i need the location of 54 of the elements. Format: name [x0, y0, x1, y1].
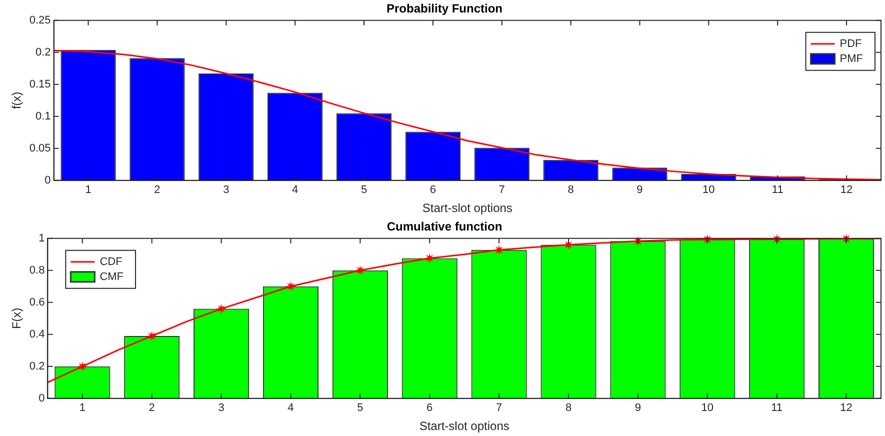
- y-tick-label: 0.15: [29, 78, 51, 90]
- y-tick-label: 0.2: [36, 46, 51, 58]
- point: [216, 304, 226, 314]
- x-tick-label: 6: [426, 402, 433, 414]
- x-tick-label: 8: [565, 402, 572, 414]
- point: [355, 265, 366, 276]
- x-tick-label: 10: [702, 184, 715, 196]
- x-tick-label: 2: [148, 402, 155, 414]
- y-axis-title: f(x): [10, 92, 24, 110]
- chart-title: Cumulative function: [386, 220, 502, 234]
- y-tick-label: 0: [44, 174, 51, 186]
- y-tick-label: 0.25: [29, 14, 51, 26]
- x-tick-label: 11: [772, 184, 784, 196]
- y-tick-label: 0.05: [29, 142, 51, 154]
- x-tick-label: 12: [840, 184, 853, 196]
- x-tick-label: 8: [568, 184, 574, 196]
- x-tick-label: 9: [636, 184, 643, 196]
- x-tick-label: 3: [223, 184, 230, 196]
- point: [564, 240, 574, 250]
- point: [424, 253, 435, 264]
- y-tick-label: 0: [38, 392, 45, 404]
- legend-label: PDF: [840, 38, 862, 50]
- y-tick-label: 0.6: [29, 296, 45, 308]
- x-tick-label: 4: [292, 184, 298, 196]
- point: [286, 281, 296, 292]
- x-tick-label: 1: [85, 184, 92, 196]
- legend-label: CMF: [100, 270, 124, 283]
- x-tick-label: 5: [357, 402, 364, 414]
- point: [146, 331, 157, 341]
- y-tick-label: 0.4: [29, 328, 45, 340]
- chart-title: Probability Function: [386, 2, 502, 16]
- x-tick-label: 10: [701, 402, 714, 414]
- x-axis-title: Start-slot options: [419, 419, 510, 434]
- x-tick-label: 4: [288, 402, 294, 414]
- legend-label: CDF: [100, 256, 123, 268]
- x-tick-label: 9: [634, 402, 642, 414]
- x-tick-label: 7: [498, 184, 505, 196]
- point: [77, 361, 88, 372]
- x-tick-label: 7: [496, 402, 502, 414]
- x-tick-label: 6: [430, 184, 436, 196]
- y-tick-label: 1: [38, 232, 45, 244]
- x-tick-label: 1: [79, 402, 86, 414]
- x-tick-label: 5: [360, 184, 368, 196]
- x-tick-label: 3: [218, 402, 224, 414]
- point: [494, 244, 504, 255]
- y-tick-label: 0.2: [29, 360, 45, 372]
- y-tick-label: 0.8: [29, 264, 45, 276]
- y-tick-label: 0.1: [36, 110, 51, 122]
- x-tick-label: 11: [771, 402, 783, 414]
- x-tick-label: 2: [154, 184, 160, 196]
- legend-label: PMF: [840, 52, 864, 65]
- y-axis-title: F(x): [10, 308, 24, 330]
- x-axis-title: Start-slot options: [422, 201, 512, 216]
- x-tick-label: 12: [840, 402, 852, 414]
